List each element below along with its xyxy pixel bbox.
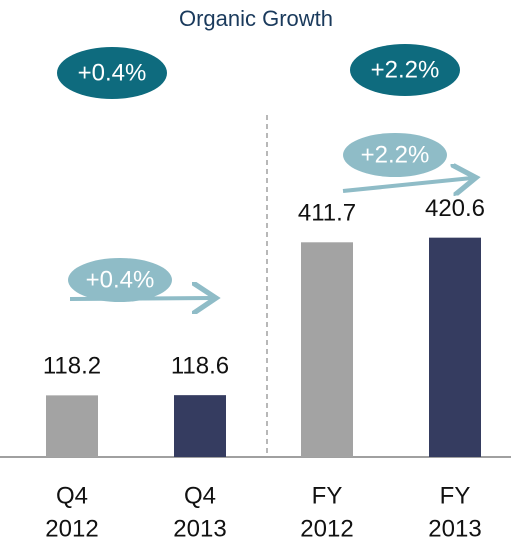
annotation: +2.2% — [371, 56, 440, 83]
arrow — [342, 178, 472, 191]
value-label: 118.6 — [171, 352, 229, 379]
bar — [46, 395, 98, 457]
x-tick-label: FY — [440, 482, 471, 509]
x-tick-label: Q4 — [184, 482, 216, 509]
annotation: +0.4% — [78, 59, 147, 86]
x-tick-label: FY — [312, 482, 343, 509]
annotation: +2.2% — [361, 141, 430, 168]
x-tick-label: 2012 — [300, 515, 353, 542]
x-tick-label: 2012 — [45, 515, 98, 542]
badge — [57, 47, 167, 99]
x-tick-label: 2013 — [428, 515, 481, 542]
bar — [301, 242, 353, 457]
bar — [429, 237, 481, 457]
value-label: 411.7 — [298, 200, 356, 227]
value-label: 118.2 — [43, 353, 101, 380]
chart-title: Organic Growth — [179, 6, 333, 31]
annotation: +0.4% — [86, 266, 155, 293]
x-tick-label: 2013 — [173, 515, 226, 542]
badge — [350, 44, 460, 96]
badge — [68, 258, 172, 302]
value-label: 420.6 — [425, 195, 485, 222]
badge — [343, 133, 447, 177]
bar — [174, 395, 226, 457]
x-tick-label: Q4 — [56, 482, 88, 509]
